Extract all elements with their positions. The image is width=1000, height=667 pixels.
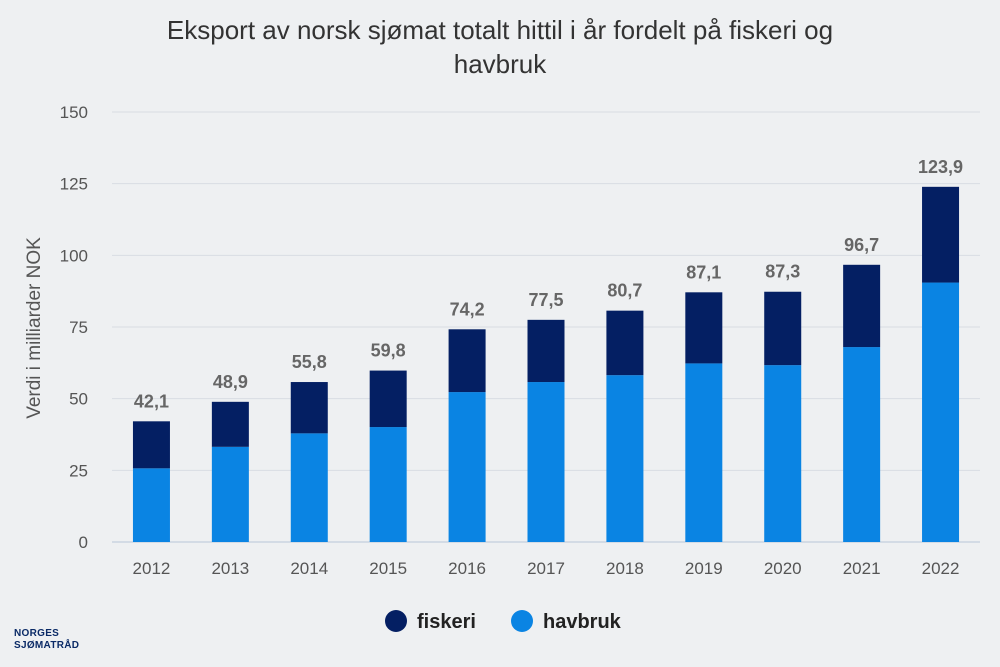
y-axis-label: Verdi i milliarder NOK (24, 237, 45, 419)
total-label: 87,3 (765, 262, 800, 282)
x-tick-label: 2013 (211, 559, 249, 578)
bar-fiskeri-2022 (922, 186, 960, 283)
total-label: 48,9 (213, 372, 248, 392)
title-line-1: Eksport av norsk sjømat totalt hittil i … (167, 15, 833, 45)
total-label: 96,7 (844, 235, 879, 255)
bars (132, 186, 960, 542)
x-tick-label: 2021 (843, 559, 881, 578)
title-line-2: havbruk (454, 49, 547, 79)
total-labels: 42,1 48,9 55,8 59,8 74,2 77,5 80,7 87,1 87,3 96,7… (134, 157, 963, 411)
bar-havbruk-2016 (448, 392, 486, 542)
bar-fiskeri-2016 (448, 329, 486, 393)
total-label: 123,9 (918, 157, 963, 177)
bar-havbruk-2017 (527, 382, 565, 542)
total-label: 59,8 (371, 341, 406, 361)
bar-fiskeri-2014 (290, 382, 328, 434)
bar-fiskeri-2017 (527, 319, 565, 383)
y-tick-label: 100 (60, 246, 88, 265)
total-label: 74,2 (450, 299, 485, 319)
x-tick-label: 2020 (764, 559, 802, 578)
y-tick-label: 25 (69, 461, 88, 480)
bar-fiskeri-2019 (685, 292, 723, 364)
legend: fiskeri havbruk (385, 610, 622, 633)
total-label: 77,5 (528, 290, 563, 310)
x-tick-label: 2015 (369, 559, 407, 578)
legend-label-fiskeri: fiskeri (417, 611, 476, 633)
total-label: 87,1 (686, 262, 721, 282)
bar-havbruk-2015 (369, 427, 407, 542)
y-tick-label: 150 (60, 103, 88, 122)
y-tick-label: 125 (60, 175, 88, 194)
bar-havbruk-2018 (606, 375, 644, 542)
bar-fiskeri-2020 (764, 291, 802, 366)
x-tick-label: 2019 (685, 559, 723, 578)
logo-text-line: SJØMATRÅD (14, 638, 79, 651)
bar-fiskeri-2015 (369, 370, 407, 428)
bar-havbruk-2014 (290, 433, 328, 542)
bar-havbruk-2021 (843, 347, 881, 542)
bar-fiskeri-2021 (843, 264, 881, 348)
chart-title: Eksport av norsk sjømat totalt hittil i … (167, 15, 833, 79)
x-tick-label: 2016 (448, 559, 486, 578)
x-tick-label: 2012 (133, 559, 171, 578)
x-axis-ticks: 2012 2013 2014 2015 2016 2017 2018 2019 2020 2021… (133, 559, 960, 578)
bar-havbruk-2019 (685, 363, 723, 542)
y-tick-label: 0 (79, 533, 88, 552)
x-tick-label: 2017 (527, 559, 565, 578)
x-tick-label: 2014 (290, 559, 328, 578)
y-tick-label: 75 (69, 318, 88, 337)
bar-havbruk-2022 (922, 282, 960, 542)
y-axis-ticks: 0 25 50 75 100 125 150 (60, 103, 88, 552)
x-tick-label: 2018 (606, 559, 644, 578)
bar-havbruk-2020 (764, 365, 802, 542)
logo-text-line: NORGES (14, 628, 59, 639)
legend-label-havbruk: havbruk (543, 611, 622, 633)
legend-marker-fiskeri (385, 610, 407, 632)
bar-havbruk-2013 (211, 446, 249, 542)
bar-fiskeri-2012 (132, 421, 170, 469)
bar-havbruk-2012 (132, 468, 170, 542)
bar-fiskeri-2018 (606, 310, 644, 376)
y-tick-label: 50 (69, 390, 88, 409)
x-tick-label: 2022 (922, 559, 960, 578)
total-label: 55,8 (292, 352, 327, 372)
bar-fiskeri-2013 (211, 401, 249, 447)
total-label: 80,7 (607, 281, 642, 301)
legend-marker-havbruk (511, 610, 533, 632)
total-label: 42,1 (134, 391, 169, 411)
